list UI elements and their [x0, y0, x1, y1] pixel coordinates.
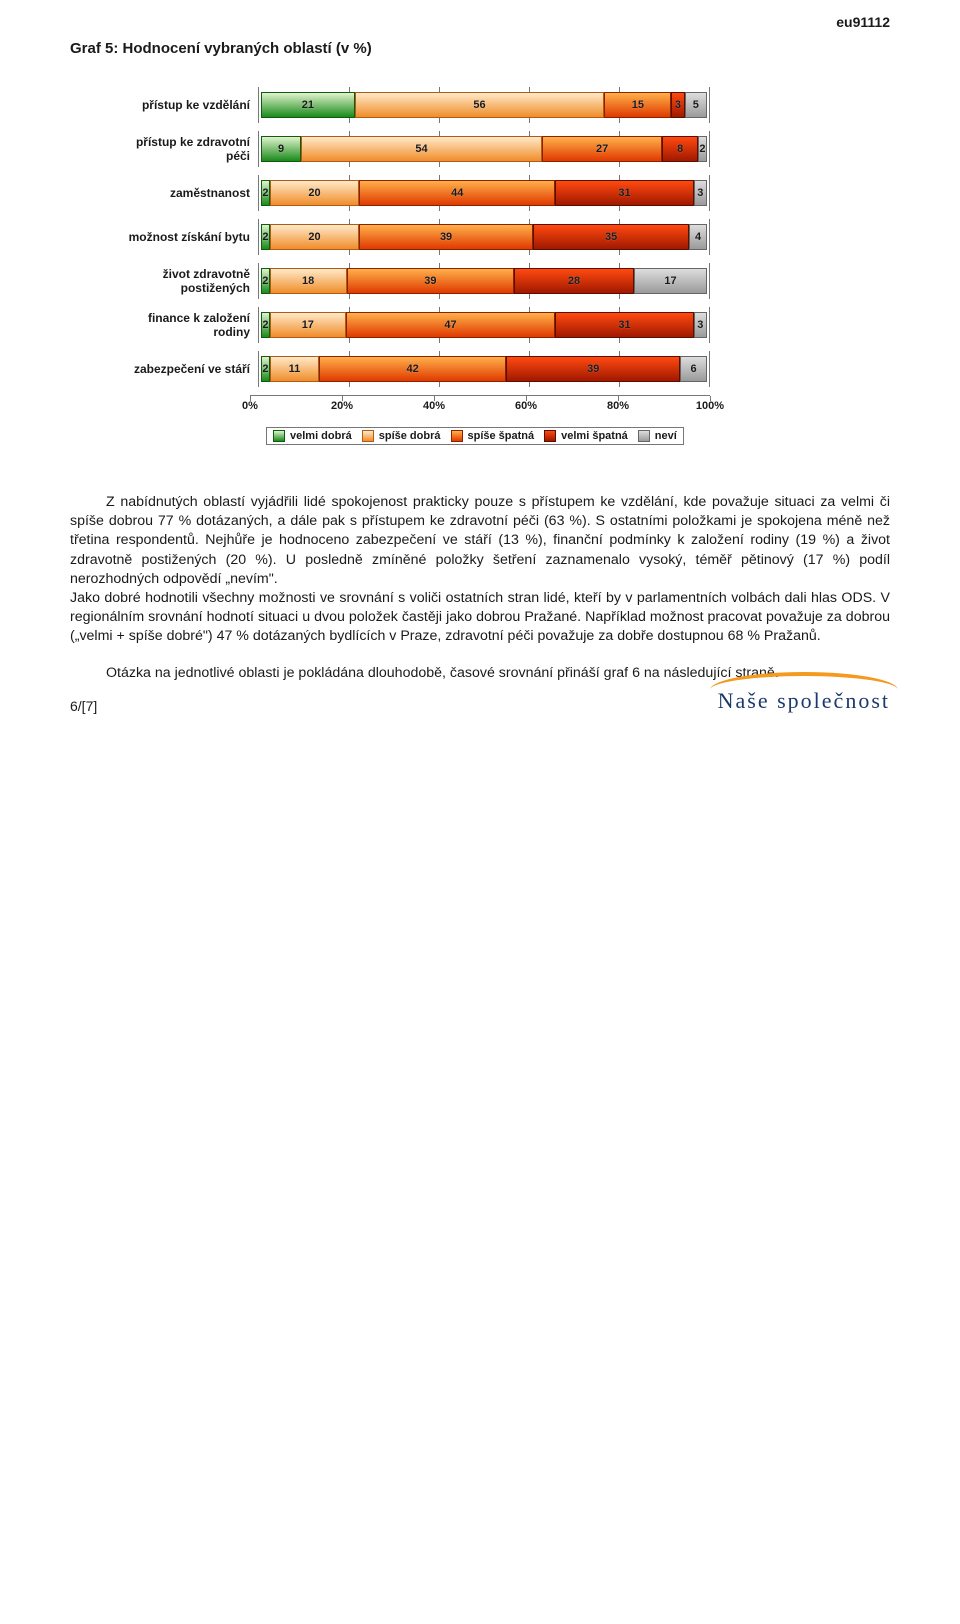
chart-segment: 18	[270, 268, 347, 294]
legend-swatch-icon	[638, 430, 650, 442]
chart-segment: 42	[319, 356, 506, 382]
chart-segment: 17	[270, 312, 346, 338]
chart-segment: 39	[347, 268, 514, 294]
chart-segment: 2	[261, 180, 270, 206]
body-text: Z nabídnutých oblastí vyjádřili lidé spo…	[70, 493, 890, 684]
legend-swatch-icon	[451, 430, 463, 442]
legend-swatch-icon	[544, 430, 556, 442]
chart-segment: 2	[261, 356, 270, 382]
chart-segment: 31	[555, 180, 693, 206]
chart-segment: 44	[359, 180, 555, 206]
chart-segment: 56	[355, 92, 605, 118]
chart-x-axis: 0%20%40%60%80%100%	[250, 395, 710, 413]
chart-segment: 2	[698, 136, 707, 162]
legend-label: velmi špatná	[561, 430, 628, 442]
chart-legend: velmi dobrá spíše dobrá spíše špatná velmi …	[266, 427, 684, 445]
legend-label: neví	[655, 430, 677, 442]
chart-segment: 3	[671, 92, 684, 118]
axis-tick-label: 20%	[331, 400, 353, 412]
legend-item: spíše dobrá	[362, 430, 441, 442]
chart-segment: 2	[261, 312, 270, 338]
paragraph-1: Z nabídnutých oblastí vyjádřili lidé spo…	[70, 493, 890, 589]
chart-bar-track: 9542782	[258, 131, 710, 167]
chart-segment: 47	[346, 312, 556, 338]
axis-tick-label: 100%	[696, 400, 724, 412]
axis-tick-label: 60%	[515, 400, 537, 412]
chart-title: Graf 5: Hodnocení vybraných oblastí (v %…	[70, 40, 890, 57]
chart-segment: 20	[270, 180, 359, 206]
chart-segment: 39	[506, 356, 680, 382]
legend-item: spíše špatná	[451, 430, 535, 442]
chart-segment: 3	[694, 180, 707, 206]
chart-row-label: život zdravotněpostižených	[70, 263, 258, 299]
chart-segment: 20	[270, 224, 359, 250]
chart-segment: 8	[662, 136, 698, 162]
chart-bar-track: 22039354	[258, 219, 710, 255]
chart-segment: 9	[261, 136, 301, 162]
chart-segment: 31	[555, 312, 693, 338]
chart-segment: 39	[359, 224, 533, 250]
chart-segment: 2	[261, 224, 270, 250]
legend-label: spíše dobrá	[379, 430, 441, 442]
chart-bar-track: 21142396	[258, 351, 710, 387]
legend-item: velmi špatná	[544, 430, 628, 442]
chart-segment: 6	[680, 356, 707, 382]
logo: Naše společnost	[718, 688, 890, 714]
chart-segment: 17	[634, 268, 707, 294]
chart-segment: 54	[301, 136, 542, 162]
page-number: 6/[7]	[70, 698, 97, 714]
chart-segment: 4	[689, 224, 707, 250]
chart-segment: 5	[685, 92, 707, 118]
chart-segment: 21	[261, 92, 355, 118]
chart-row-label: přístup ke vzdělání	[70, 87, 258, 123]
axis-tick-label: 80%	[607, 400, 629, 412]
paragraph-2: Jako dobré hodnotili všechny možnosti ve…	[70, 589, 890, 647]
chart-bar-track: 21561535	[258, 87, 710, 123]
legend-swatch-icon	[362, 430, 374, 442]
chart-segment: 27	[542, 136, 662, 162]
chart-segment: 3	[694, 312, 707, 338]
chart-row-label: přístup ke zdravotnípéči	[70, 131, 258, 167]
chart-segment: 28	[514, 268, 634, 294]
document-id: eu91112	[836, 14, 890, 30]
legend-label: velmi dobrá	[290, 430, 352, 442]
chart-segment: 35	[533, 224, 689, 250]
chart-segment: 15	[604, 92, 671, 118]
legend-swatch-icon	[273, 430, 285, 442]
chart-row-label: finance k založenírodiny	[70, 307, 258, 343]
chart-bar-track: 218392817	[258, 263, 710, 299]
axis-tick-label: 0%	[242, 400, 258, 412]
chart-bar-track: 21747313	[258, 307, 710, 343]
chart-segment: 11	[270, 356, 319, 382]
legend-item: velmi dobrá	[273, 430, 352, 442]
chart-bar-track: 22044313	[258, 175, 710, 211]
chart-row-label: zaměstnanost	[70, 175, 258, 211]
legend-label: spíše špatná	[468, 430, 535, 442]
chart-row-label: zabezpečení ve stáří	[70, 351, 258, 387]
chart-row-label: možnost získání bytu	[70, 219, 258, 255]
chart-area: přístup ke vzdělání21561535přístup ke zd…	[70, 87, 710, 445]
legend-item: neví	[638, 430, 677, 442]
chart-segment: 2	[261, 268, 270, 294]
axis-tick-label: 40%	[423, 400, 445, 412]
